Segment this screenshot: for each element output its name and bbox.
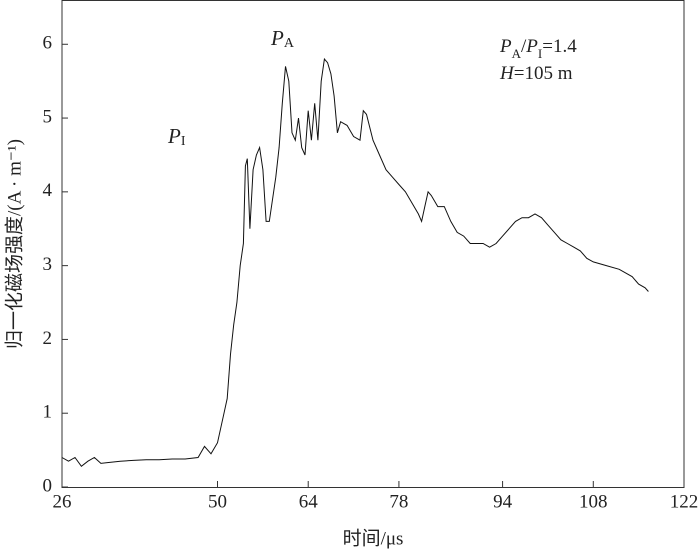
x-tick-label: 122 [670, 491, 699, 512]
y-tick-label: 4 [43, 180, 53, 201]
annotation-sub: A [284, 36, 295, 51]
note-part: P [499, 36, 512, 57]
y-tick-label: 3 [43, 254, 53, 275]
note: H=105 m [499, 63, 573, 84]
plot-frame [61, 0, 685, 488]
x-tick-label: 64 [299, 491, 319, 512]
note-part: H [499, 63, 515, 84]
y-tick-label: 6 [43, 33, 53, 54]
x-tick-label: 26 [53, 491, 72, 512]
note-part: P [525, 36, 538, 57]
y-tick-label: 5 [43, 106, 53, 127]
y-tick-label: 1 [43, 402, 53, 423]
x-axis-label: 时间/μs [343, 527, 404, 549]
annotation-main: P [270, 26, 284, 50]
note: PA/PI=1.4 [499, 36, 577, 61]
note-part: / [521, 36, 527, 57]
annotation-main: P [167, 124, 181, 148]
annotation: PI [167, 124, 186, 149]
y-tick-label: 0 [43, 475, 53, 496]
x-tick-label: 94 [493, 491, 513, 512]
note-part: =105 m [514, 63, 573, 84]
y-tick-label: 2 [43, 328, 53, 349]
note-part: A [512, 46, 522, 61]
annotation: PA [270, 26, 295, 51]
note-part: =1.4 [542, 36, 577, 57]
y-axis-label: 归一化磁场强度/(A · m⁻¹) [3, 139, 25, 349]
x-tick-label: 78 [389, 491, 408, 512]
x-tick-label: 108 [579, 491, 608, 512]
annotation-sub: I [181, 134, 186, 149]
note-part: I [538, 46, 542, 61]
x-tick-label: 50 [208, 491, 227, 512]
data-line [61, 57, 649, 468]
